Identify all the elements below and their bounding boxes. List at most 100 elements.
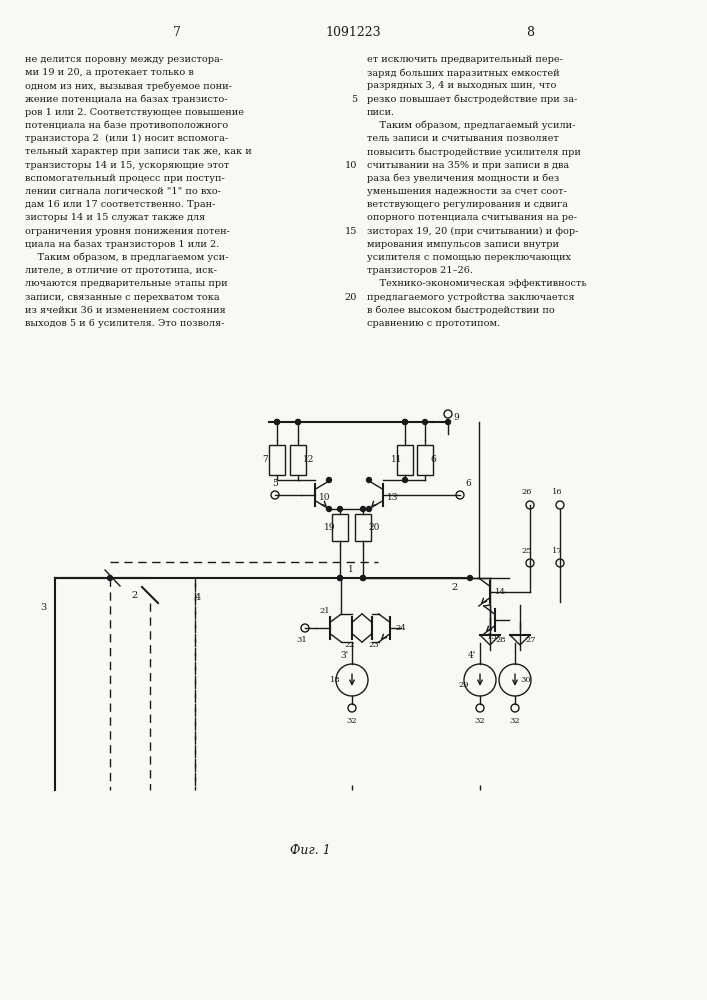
Text: 16: 16 [551,488,562,496]
Text: записи, связанные с перехватом тока: записи, связанные с перехватом тока [25,293,220,302]
Text: усилителя с помощью переключающих: усилителя с помощью переключающих [367,253,571,262]
Circle shape [402,420,407,424]
Text: лителе, в отличие от прототипа, иск-: лителе, в отличие от прототипа, иск- [25,266,217,275]
Text: 1: 1 [348,566,354,574]
Circle shape [107,576,112,580]
Text: 32: 32 [346,717,357,725]
Circle shape [402,478,407,483]
Text: циала на базах транзисторов 1 или 2.: циала на базах транзисторов 1 или 2. [25,240,219,249]
Circle shape [467,576,472,580]
Text: уменьшения надежности за счет соот-: уменьшения надежности за счет соот- [367,187,567,196]
Text: сравнению с прототипом.: сравнению с прототипом. [367,319,500,328]
Bar [355,514,371,541]
Text: в более высоком быстродействии по: в более высоком быстродействии по [367,306,555,315]
Text: ветствующего регулирования и сдвига: ветствующего регулирования и сдвига [367,200,568,209]
Text: раза без увеличения мощности и без: раза без увеличения мощности и без [367,174,559,183]
Text: 26: 26 [522,488,532,496]
Text: тель записи и считывания позволяет: тель записи и считывания позволяет [367,134,559,143]
Text: 5: 5 [272,479,278,488]
Text: вспомогательный процесс при поступ-: вспомогательный процесс при поступ- [25,174,225,183]
Text: 8: 8 [526,25,534,38]
Circle shape [296,420,300,424]
Text: жение потенциала на базах транзисто-: жение потенциала на базах транзисто- [25,95,228,104]
Circle shape [361,576,366,580]
Text: ограничения уровня понижения потен-: ограничения уровня понижения потен- [25,227,230,236]
Text: 32: 32 [474,717,485,725]
Text: 10: 10 [344,161,357,170]
Text: Таким образом, предлагаемый усили-: Таким образом, предлагаемый усили- [367,121,575,130]
Text: 13: 13 [387,493,399,502]
Text: 12: 12 [303,456,315,464]
Text: 2: 2 [132,590,138,599]
Text: 6: 6 [430,456,436,464]
Text: 17: 17 [551,547,562,555]
Text: 11: 11 [391,456,402,464]
Bar [269,445,285,475]
Text: 4': 4' [468,652,476,660]
Text: ми 19 и 20, а протекает только в: ми 19 и 20, а протекает только в [25,68,194,77]
Text: 15: 15 [344,227,357,236]
Text: считывании на 35% и при записи в два: считывании на 35% и при записи в два [367,161,569,170]
Text: мирования импульсов записи внутри: мирования импульсов записи внутри [367,240,559,249]
Text: 4: 4 [195,593,201,602]
Text: 22: 22 [345,641,355,649]
Text: тельный характер при записи так же, как и: тельный характер при записи так же, как … [25,147,252,156]
Circle shape [361,506,366,512]
Text: 25: 25 [522,547,532,555]
Text: транзисторов 21–26.: транзисторов 21–26. [367,266,473,275]
Text: 3': 3' [340,652,348,660]
Circle shape [423,420,428,424]
Circle shape [337,576,342,580]
Text: 7: 7 [262,456,268,464]
Bar [417,445,433,475]
Circle shape [327,478,332,483]
Circle shape [337,506,342,512]
Text: 6: 6 [465,479,471,488]
Text: 14: 14 [495,588,506,596]
Circle shape [296,420,300,424]
Text: 30: 30 [520,676,531,684]
Text: выходов 5 и 6 усилителя. Это позволя-: выходов 5 и 6 усилителя. Это позволя- [25,319,224,328]
Circle shape [361,576,366,580]
Text: зисторах 19, 20 (при считывании) и фор-: зисторах 19, 20 (при считывании) и фор- [367,227,578,236]
Circle shape [445,420,450,424]
Text: 1091223: 1091223 [325,25,381,38]
Text: 24: 24 [395,624,406,632]
Text: 2: 2 [452,584,458,592]
Text: 21: 21 [320,607,330,615]
Text: 28: 28 [495,636,506,644]
Text: 29: 29 [458,681,469,689]
Text: одном из них, вызывая требуемое пони-: одном из них, вызывая требуемое пони- [25,81,232,91]
Text: писи.: писи. [367,108,395,117]
Text: 5: 5 [351,95,357,104]
Text: из ячейки 36 и изменением состояния: из ячейки 36 и изменением состояния [25,306,226,315]
Text: потенциала на базе противоположного: потенциала на базе противоположного [25,121,228,130]
Circle shape [366,506,371,512]
Text: предлагаемого устройства заключается: предлагаемого устройства заключается [367,293,575,302]
Bar [290,445,306,475]
Text: 27: 27 [525,636,536,644]
Text: ров 1 или 2. Соответствующее повышение: ров 1 или 2. Соответствующее повышение [25,108,244,117]
Text: 7: 7 [173,25,181,38]
Text: 10: 10 [319,493,331,502]
Circle shape [274,420,279,424]
Bar [332,514,348,541]
Text: 20: 20 [344,293,357,302]
Text: зисторы 14 и 15 служат также для: зисторы 14 и 15 служат также для [25,213,205,222]
Circle shape [402,420,407,424]
Text: транзистора 2  (или 1) носит вспомога-: транзистора 2 (или 1) носит вспомога- [25,134,228,143]
Text: 3: 3 [40,603,46,612]
Text: 31: 31 [297,636,308,644]
Circle shape [274,420,279,424]
Text: заряд больших паразитных емкостей: заряд больших паразитных емкостей [367,68,560,78]
Text: лючаются предварительные этапы при: лючаются предварительные этапы при [25,279,228,288]
Circle shape [327,506,332,512]
Text: ет исключить предварительный пере-: ет исключить предварительный пере- [367,55,563,64]
Text: Фиг. 1: Фиг. 1 [290,844,330,856]
Circle shape [366,478,371,483]
Text: 9: 9 [453,412,459,422]
Text: лении сигнала логической "1" по вхо-: лении сигнала логической "1" по вхо- [25,187,221,196]
Text: повысить быстродействие усилителя при: повысить быстродействие усилителя при [367,147,581,157]
Bar [397,445,413,475]
Text: не делится поровну между резистора-: не делится поровну между резистора- [25,55,223,64]
